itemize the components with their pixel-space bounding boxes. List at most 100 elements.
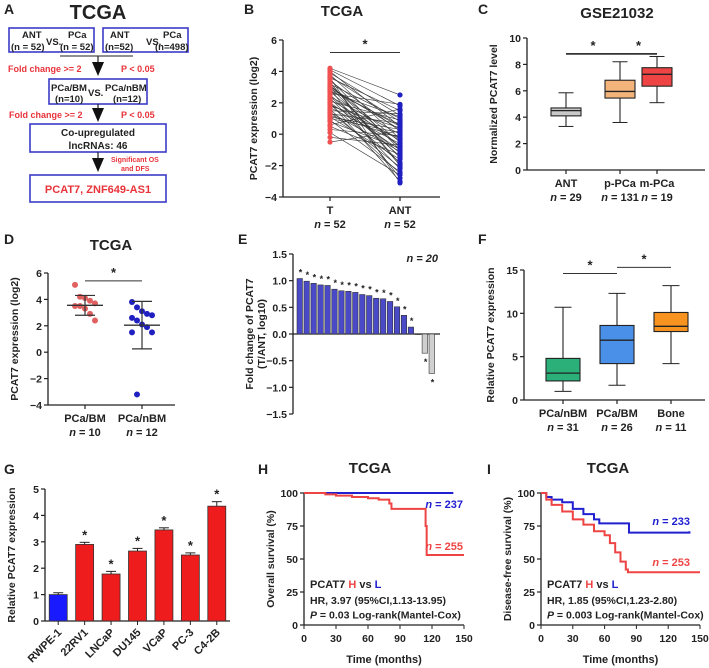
- bar: [373, 297, 380, 335]
- t-point: [327, 93, 333, 100]
- pair-line: [329, 116, 401, 130]
- x-tick-label: 0: [301, 633, 307, 645]
- n-italic: n: [314, 219, 321, 231]
- arrow-down-icon: [92, 62, 104, 76]
- data-point: [134, 304, 140, 311]
- n-annotation: n = 20: [407, 253, 439, 265]
- significance-asterisk: *: [431, 377, 435, 387]
- n-italic: n: [601, 422, 608, 434]
- y-axis-label: PCAT7 expression (log2): [248, 57, 260, 181]
- flow-box-co-upregulated: [29, 123, 167, 153]
- category-label: C4-2B: [192, 627, 223, 658]
- x-tick-label: 30: [330, 633, 342, 645]
- category-label: PCa/BM: [596, 408, 638, 420]
- criterion-p-value: P < 0.05: [121, 110, 155, 120]
- y-tick-label: 0.5: [272, 302, 287, 314]
- p-text: = 0.03 Log-rank(Mantel-Cox): [317, 609, 461, 621]
- arrow-down-icon: [92, 158, 104, 172]
- y-tick-label: 5: [33, 484, 39, 496]
- data-point: [144, 310, 150, 317]
- y-tick-label: 0: [529, 620, 535, 632]
- bar: [421, 333, 428, 354]
- y-tick-label: 10: [506, 308, 518, 320]
- box: [641, 67, 673, 87]
- p-label: P: [547, 609, 555, 621]
- y-tick-label: 6: [515, 86, 521, 98]
- y-axis-label: Relative PCAT7 expression: [485, 267, 497, 402]
- n-italic: n: [652, 557, 659, 569]
- panel-c-chart: 0 2 4 6 8 10 Normalized PCAT7 level ANT n = 29 p-…: [488, 33, 705, 204]
- bar: [128, 550, 147, 622]
- pair-line: [329, 104, 401, 140]
- significance-asterisk: *: [161, 513, 167, 528]
- x-tick-label: 90: [394, 633, 406, 645]
- significance-asterisk: *: [424, 357, 428, 367]
- panel-e-chart: −1.5 −1.0 −0.5 0.0 0.5 1.0 1.5 Fold change of P…: [244, 249, 440, 421]
- y-tick-label: 50: [286, 554, 298, 566]
- y-tick-label: −1.5: [266, 409, 287, 421]
- panel-d-chart: −4 −2 0 2 4 6 PCAT7 expression (log2) PCa/BM n =…: [9, 265, 175, 439]
- n-italic: n: [547, 422, 554, 434]
- t-point: [327, 130, 333, 136]
- y-tick-label: 4: [33, 510, 39, 522]
- y-tick-label: 25: [286, 587, 298, 599]
- y-tick-label: 100: [280, 488, 298, 500]
- category-label: VCaP: [141, 627, 170, 656]
- n-italic: n: [69, 427, 76, 439]
- flowchart: TCGA ANT (n = 52) VS. PCa (n = 52) ANT (…: [8, 2, 189, 203]
- criterion-os: Significant OS: [111, 157, 159, 164]
- x-tick-label: 30: [567, 633, 579, 645]
- panel-label-g: G: [4, 461, 15, 477]
- significance-asterisk: *: [368, 285, 372, 295]
- significance-asterisk: *: [135, 533, 141, 548]
- panel-b-chart: −4 −2 0 2 4 6 PCAT7 expression (log2) Tn = 52 AN…: [248, 35, 440, 231]
- y-axis-label: Overall survival (%): [265, 510, 277, 607]
- n-italic: n: [601, 192, 608, 204]
- pair-line: [329, 67, 401, 96]
- x-tick-label: 150: [455, 633, 473, 645]
- significance-asterisk: *: [641, 251, 647, 266]
- x-tick-label: 60: [599, 633, 611, 645]
- n-value: = 10: [76, 427, 101, 439]
- p-value: P = 0.03 Log-rank(Mantel-Cox): [310, 609, 461, 621]
- ant-point: [397, 92, 403, 98]
- panel-label-i: I: [487, 461, 491, 477]
- n-label: n = 19: [641, 192, 673, 204]
- y-tick-label: −4: [30, 400, 42, 412]
- pair-line: [329, 129, 401, 137]
- significance-asterisk: *: [410, 316, 414, 326]
- data-point: [149, 312, 155, 319]
- significance-asterisk: *: [313, 272, 317, 282]
- pair-line: [329, 137, 401, 146]
- significance-asterisk: *: [382, 288, 386, 298]
- pair-line: [329, 79, 401, 151]
- bar: [352, 292, 359, 335]
- ant-point: [397, 114, 403, 120]
- bar: [207, 505, 227, 622]
- pair-line: [329, 96, 401, 135]
- category-label: PCa/nBM: [118, 413, 166, 425]
- flow-box-bm-vs-nbm: [48, 78, 148, 105]
- p-text: = 0.003 Log-rank(Mantel-Cox): [554, 609, 704, 621]
- legend-l: L: [375, 579, 382, 591]
- flow-text: (n=12): [113, 94, 141, 105]
- ant-point: [397, 106, 403, 112]
- t-point: [327, 109, 333, 115]
- y-tick-label: 0: [515, 165, 521, 177]
- significance-asterisk: *: [354, 281, 358, 291]
- y-tick-label: 0: [512, 395, 518, 407]
- y-axis-label: Normalized PCAT7 level: [488, 44, 500, 164]
- bar: [317, 284, 324, 335]
- legend-vs: vs: [593, 579, 611, 591]
- p-label: P: [310, 609, 318, 621]
- bar: [359, 294, 366, 335]
- significance-asterisk: *: [587, 257, 593, 272]
- bar: [428, 333, 435, 374]
- n-value: = 255: [432, 541, 463, 553]
- bar: [407, 326, 414, 335]
- flow-text: PCa/BM: [51, 83, 87, 94]
- x-tick-label: 90: [631, 633, 643, 645]
- ant-point: [397, 136, 403, 142]
- flow-text: VS.: [146, 37, 161, 48]
- significance-asterisk: *: [389, 290, 393, 300]
